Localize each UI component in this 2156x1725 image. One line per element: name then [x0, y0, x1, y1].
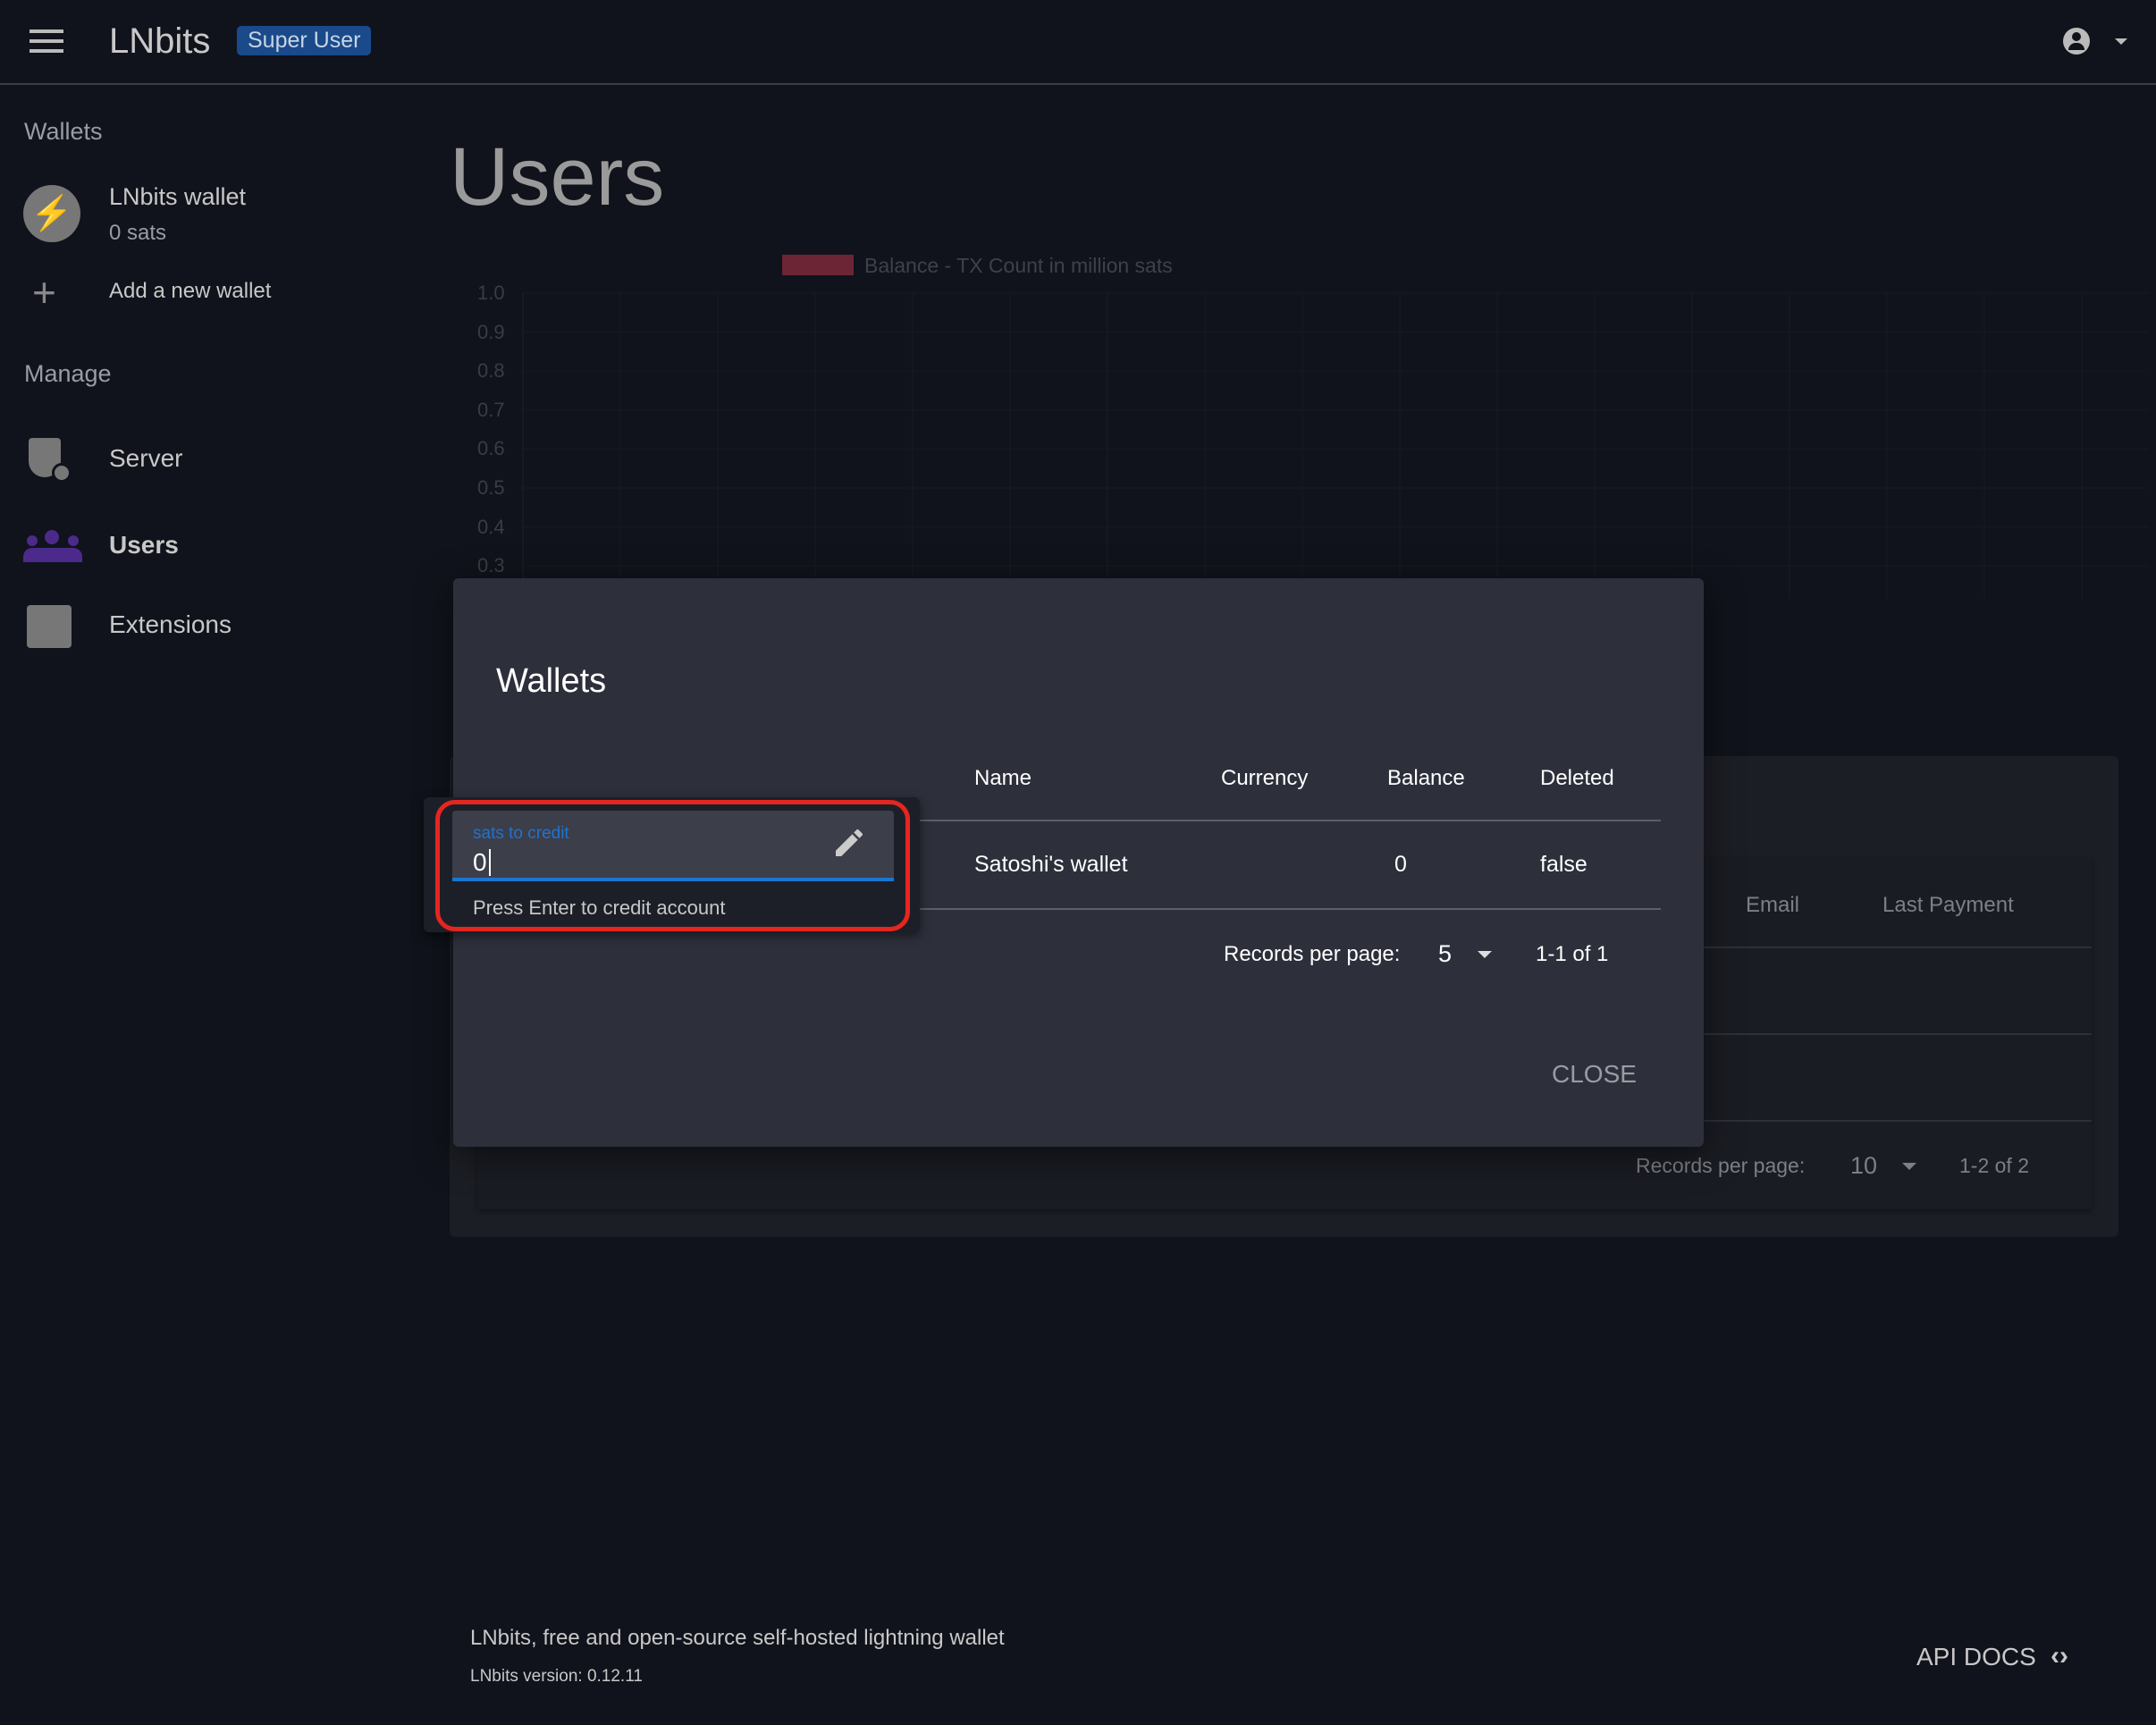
group-icon	[23, 530, 82, 562]
page-title: Users	[450, 131, 665, 223]
puzzle-icon	[27, 605, 72, 648]
y-tick-label: 0.3	[477, 554, 505, 577]
caret-down-icon[interactable]	[2115, 38, 2127, 45]
chart-plot	[522, 292, 2148, 599]
code-icon: ‹›	[2051, 1641, 2068, 1670]
records-per-page-label: Records per page:	[1224, 942, 1401, 966]
y-tick-label: 0.9	[477, 320, 505, 343]
y-tick-label: 0.8	[477, 359, 505, 383]
api-docs-label: API DOCS	[1916, 1643, 2036, 1670]
table-row[interactable]: Satoshi's wallet 0 false	[496, 821, 1661, 909]
pagination-range: 1-2 of 2	[1959, 1154, 2029, 1177]
caret-down-icon[interactable]	[1478, 951, 1492, 958]
wallet-item[interactable]: ⚡ LNbits wallet 0 sats	[0, 176, 411, 257]
sidebar-item-label: Server	[109, 444, 183, 472]
sidebar: Wallets ⚡ LNbits wallet 0 sats + Add a n…	[0, 87, 429, 1725]
y-tick-label: 0.4	[477, 515, 505, 538]
column-header-currency[interactable]: Currency	[1221, 766, 1309, 790]
records-per-page-select[interactable]: 5	[1438, 940, 1453, 967]
sats-to-credit-input[interactable]: sats to credit 0	[452, 811, 894, 881]
credit-popup: sats to credit 0 Press Enter to credit a…	[424, 797, 920, 932]
highlight-outline	[435, 800, 910, 931]
sidebar-item-extensions[interactable]: Extensions	[0, 596, 411, 655]
plus-icon: +	[32, 269, 56, 316]
sidebar-item-server[interactable]: Server	[0, 431, 411, 490]
caret-down-icon[interactable]	[1902, 1163, 1916, 1170]
records-per-page-select[interactable]: 10	[1850, 1152, 1878, 1179]
close-button[interactable]: CLOSE	[1552, 1060, 1637, 1088]
column-header-balance[interactable]: Balance	[1387, 766, 1465, 790]
pagination-range: 1-1 of 1	[1536, 942, 1609, 966]
wallet-balance-cell[interactable]: 0	[1394, 852, 1407, 877]
sidebar-item-label: Users	[109, 531, 179, 559]
input-value[interactable]: 0	[473, 848, 487, 876]
add-wallet-label: Add a new wallet	[109, 279, 272, 303]
sidebar-item-users[interactable]: Users	[0, 518, 411, 576]
manage-heading: Manage	[24, 360, 112, 387]
wallet-name-cell: Satoshi's wallet	[974, 852, 1128, 877]
top-bar: LNbits Super User	[0, 0, 2156, 85]
super-user-badge: Super User	[237, 26, 372, 55]
footer-tagline: LNbits, free and open-source self-hosted…	[470, 1626, 1005, 1650]
footer-version: LNbits version: 0.12.11	[470, 1667, 643, 1686]
records-per-page-label: Records per page:	[1636, 1154, 1806, 1177]
y-tick-label: 0.5	[477, 476, 505, 499]
wallet-deleted-cell: false	[1540, 852, 1588, 877]
y-tick-label: 0.7	[477, 398, 505, 421]
wallets-heading: Wallets	[24, 118, 103, 145]
app-title[interactable]: LNbits	[109, 21, 211, 61]
row-divider	[496, 908, 1661, 910]
input-label: sats to credit	[473, 824, 569, 843]
column-header-deleted[interactable]: Deleted	[1540, 766, 1614, 790]
sidebar-item-label: Extensions	[109, 610, 232, 638]
y-tick-label: 1.0	[477, 282, 505, 304]
account-circle-icon[interactable]	[2063, 28, 2090, 55]
dialog-title: Wallets	[496, 662, 607, 700]
column-header-last-payment[interactable]: Last Payment	[1882, 893, 2014, 917]
legend-label[interactable]: Balance - TX Count in million sats	[864, 254, 1173, 277]
add-wallet-item[interactable]: + Add a new wallet	[0, 270, 411, 315]
menu-icon[interactable]	[29, 29, 63, 53]
bolt-icon: ⚡	[23, 185, 80, 242]
api-docs-button[interactable]: API DOCS ‹›	[1916, 1643, 2095, 1673]
wallet-name: LNbits wallet	[109, 183, 247, 210]
column-header-email[interactable]: Email	[1746, 893, 1800, 917]
column-header-name[interactable]: Name	[974, 766, 1032, 790]
balance-chart: Balance - TX Count in million sats 1.0 0.…	[450, 241, 2148, 599]
text-cursor	[489, 849, 491, 876]
wallet-balance: 0 sats	[109, 221, 167, 245]
header-divider	[496, 820, 1661, 821]
pencil-icon[interactable]	[831, 825, 867, 861]
y-tick-label: 0.6	[477, 437, 505, 460]
legend-swatch[interactable]	[782, 255, 854, 275]
input-hint: Press Enter to credit account	[473, 896, 726, 919]
